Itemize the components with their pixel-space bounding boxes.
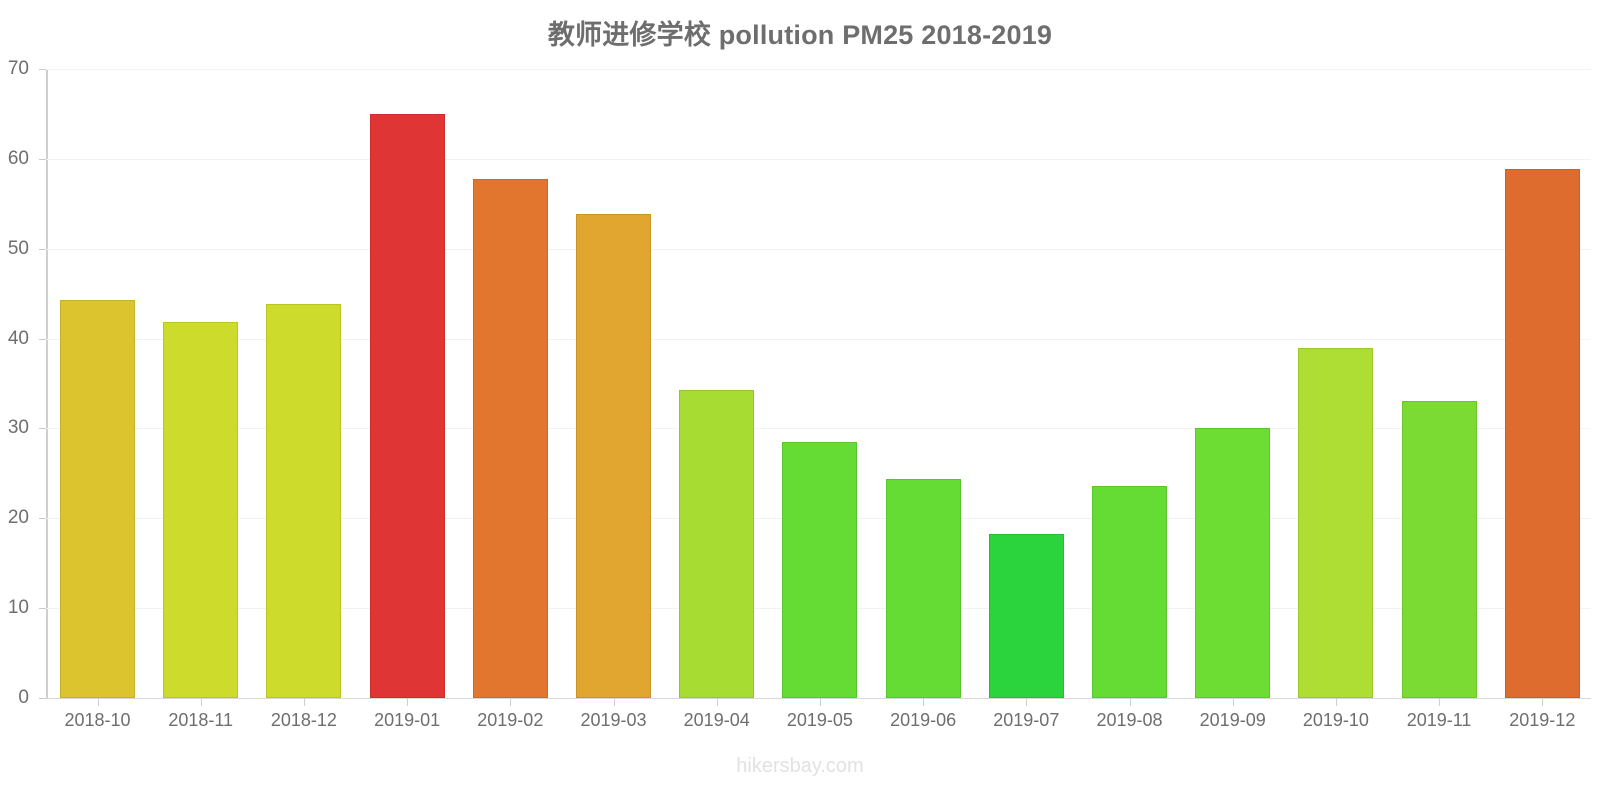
bar-2019-12[interactable] xyxy=(1504,168,1580,698)
bar-2019-07[interactable] xyxy=(988,534,1064,698)
x-tick-mark xyxy=(613,698,615,706)
bar-2018-12[interactable] xyxy=(266,303,342,698)
watermark-text: hikersbay.com xyxy=(736,755,864,777)
gridline xyxy=(46,428,1591,430)
x-tick-label: 2018-10 xyxy=(64,710,131,730)
x-tick-mark xyxy=(923,698,925,706)
gridline xyxy=(46,248,1591,250)
bar-2019-10[interactable] xyxy=(1298,348,1374,698)
bar-2018-10[interactable] xyxy=(60,299,135,698)
x-tick-label: 2018-11 xyxy=(168,710,234,730)
x-axis-ticks xyxy=(46,698,1591,706)
x-tick-label: 2019-07 xyxy=(993,710,1060,730)
x-tick-label: 2019-02 xyxy=(477,710,544,730)
x-tick-label: 2019-04 xyxy=(683,710,750,730)
x-tick-label: 2019-09 xyxy=(1199,710,1266,730)
y-tick-mark xyxy=(39,698,46,699)
x-tick-mark xyxy=(716,698,718,706)
gridline xyxy=(46,69,1591,70)
y-axis-line xyxy=(46,69,48,699)
x-tick-mark xyxy=(200,698,202,706)
x-tick-mark xyxy=(1026,698,1028,706)
x-tick-mark xyxy=(1542,698,1544,706)
x-tick-mark xyxy=(97,698,99,706)
gridline xyxy=(46,698,1591,699)
x-tick-label: 2019-10 xyxy=(1302,710,1369,730)
bar-2019-09[interactable] xyxy=(1195,428,1271,698)
x-tick-label: 2018-12 xyxy=(270,710,337,730)
y-tick-label: 70 xyxy=(7,58,29,79)
bar-2019-03[interactable] xyxy=(576,213,651,698)
bar-2019-05[interactable] xyxy=(782,441,858,698)
x-tick-mark xyxy=(1232,698,1234,706)
y-tick-mark xyxy=(39,428,46,430)
x-tick-mark xyxy=(819,698,821,706)
plot-area: 0 10 20 30 40 50 60 70 xyxy=(8,58,1591,708)
x-tick-mark xyxy=(1129,698,1131,706)
y-tick-label: 0 xyxy=(18,687,29,708)
y-tick-mark xyxy=(39,338,46,340)
y-tick-mark xyxy=(39,69,46,70)
y-tick-label: 40 xyxy=(7,327,29,349)
x-tick-label: 2019-05 xyxy=(786,710,853,730)
x-tick-label: 2019-03 xyxy=(580,710,647,730)
bar-2019-04[interactable] xyxy=(679,389,755,698)
x-tick-label: 2019-01 xyxy=(374,710,441,730)
x-tick-label: 2019-12 xyxy=(1509,710,1576,730)
y-tick-label: 10 xyxy=(7,597,29,619)
y-tick-label: 50 xyxy=(7,237,29,259)
bar-2018-11[interactable] xyxy=(163,322,239,698)
y-tick-mark xyxy=(39,518,46,520)
x-tick-label: 2019-11 xyxy=(1406,710,1472,730)
y-tick-label: 30 xyxy=(7,417,29,439)
bar-2019-02[interactable] xyxy=(472,178,548,698)
bar-2019-11[interactable] xyxy=(1401,401,1477,698)
y-tick-mark xyxy=(39,158,46,160)
chart-title: 教师进修学校 pollution PM25 2018-2019 xyxy=(547,20,1053,50)
x-tick-label: 2019-08 xyxy=(1096,710,1163,730)
y-tick-mark xyxy=(39,248,46,250)
bar-2019-08[interactable] xyxy=(1092,485,1167,698)
gridline xyxy=(46,158,1591,160)
x-tick-label: 2019-06 xyxy=(890,710,957,730)
bar-2019-01[interactable] xyxy=(369,113,445,698)
y-tick-label: 60 xyxy=(7,147,29,169)
x-tick-mark xyxy=(510,698,512,706)
x-tick-mark xyxy=(303,698,305,706)
y-tick-mark xyxy=(39,608,46,610)
x-tick-mark xyxy=(407,698,409,706)
x-tick-mark xyxy=(1439,698,1441,706)
y-tick-label: 20 xyxy=(7,507,29,529)
x-tick-mark xyxy=(1335,698,1337,706)
gridline xyxy=(46,338,1591,340)
bar-2019-06[interactable] xyxy=(885,478,961,698)
